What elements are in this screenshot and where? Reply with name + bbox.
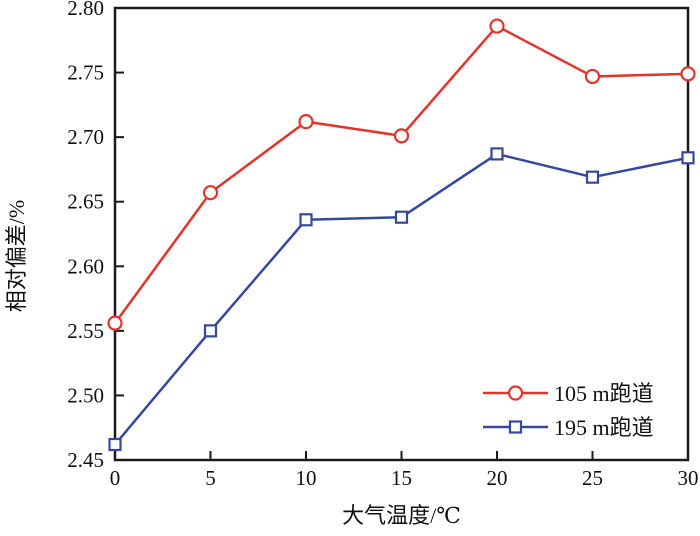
series-0-marker xyxy=(393,128,410,144)
x-axis-tick-label: 15 xyxy=(391,466,412,490)
legend-label-0: 105 m跑道 xyxy=(554,381,654,406)
x-axis-tick-label: 30 xyxy=(678,466,699,490)
legend-label-1: 195 m跑道 xyxy=(554,415,654,440)
y-axis-tick-label: 2.70 xyxy=(67,125,104,149)
x-axis-title: 大气温度/℃ xyxy=(342,503,461,528)
series-0-marker xyxy=(584,68,601,85)
x-axis-tick-label: 20 xyxy=(487,466,508,490)
y-axis-tick-label: 2.75 xyxy=(67,61,104,85)
y-axis-tick-label: 2.80 xyxy=(67,0,104,20)
y-axis-tick-label: 2.45 xyxy=(67,448,104,472)
y-axis-tick-label: 2.60 xyxy=(67,254,104,278)
legend-marker-0 xyxy=(507,385,524,401)
series-0-marker xyxy=(680,66,696,82)
x-axis-tick-label: 25 xyxy=(582,466,603,490)
series-0-marker xyxy=(298,114,314,130)
series-1-marker xyxy=(299,213,313,227)
series-1-marker xyxy=(585,170,600,184)
x-axis-tick-label: 5 xyxy=(205,466,216,490)
y-axis-title: 相对偏差/% xyxy=(4,200,29,312)
series-0-marker xyxy=(107,315,123,331)
x-axis-tick-label: 0 xyxy=(110,466,121,490)
x-axis-tick-label: 10 xyxy=(296,466,317,490)
legend-marker-1 xyxy=(508,420,523,434)
series-1-marker xyxy=(490,147,504,161)
series-0-marker xyxy=(489,18,505,34)
y-axis-tick-label: 2.65 xyxy=(67,190,104,214)
series-1-marker xyxy=(681,151,695,165)
series-0-marker xyxy=(202,185,219,201)
y-axis-tick-label: 2.55 xyxy=(67,319,104,343)
series-1-marker xyxy=(394,210,409,224)
y-axis-tick-label: 2.50 xyxy=(67,383,104,407)
series-1-marker xyxy=(203,324,218,338)
series-1-marker xyxy=(108,437,122,452)
